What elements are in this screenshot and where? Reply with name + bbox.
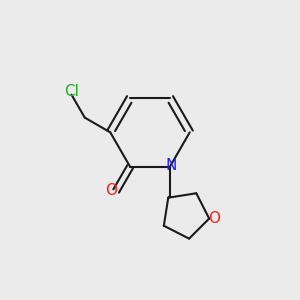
Text: O: O (208, 211, 220, 226)
Text: N: N (166, 158, 177, 173)
Text: O: O (105, 184, 117, 199)
Text: Cl: Cl (64, 84, 79, 99)
